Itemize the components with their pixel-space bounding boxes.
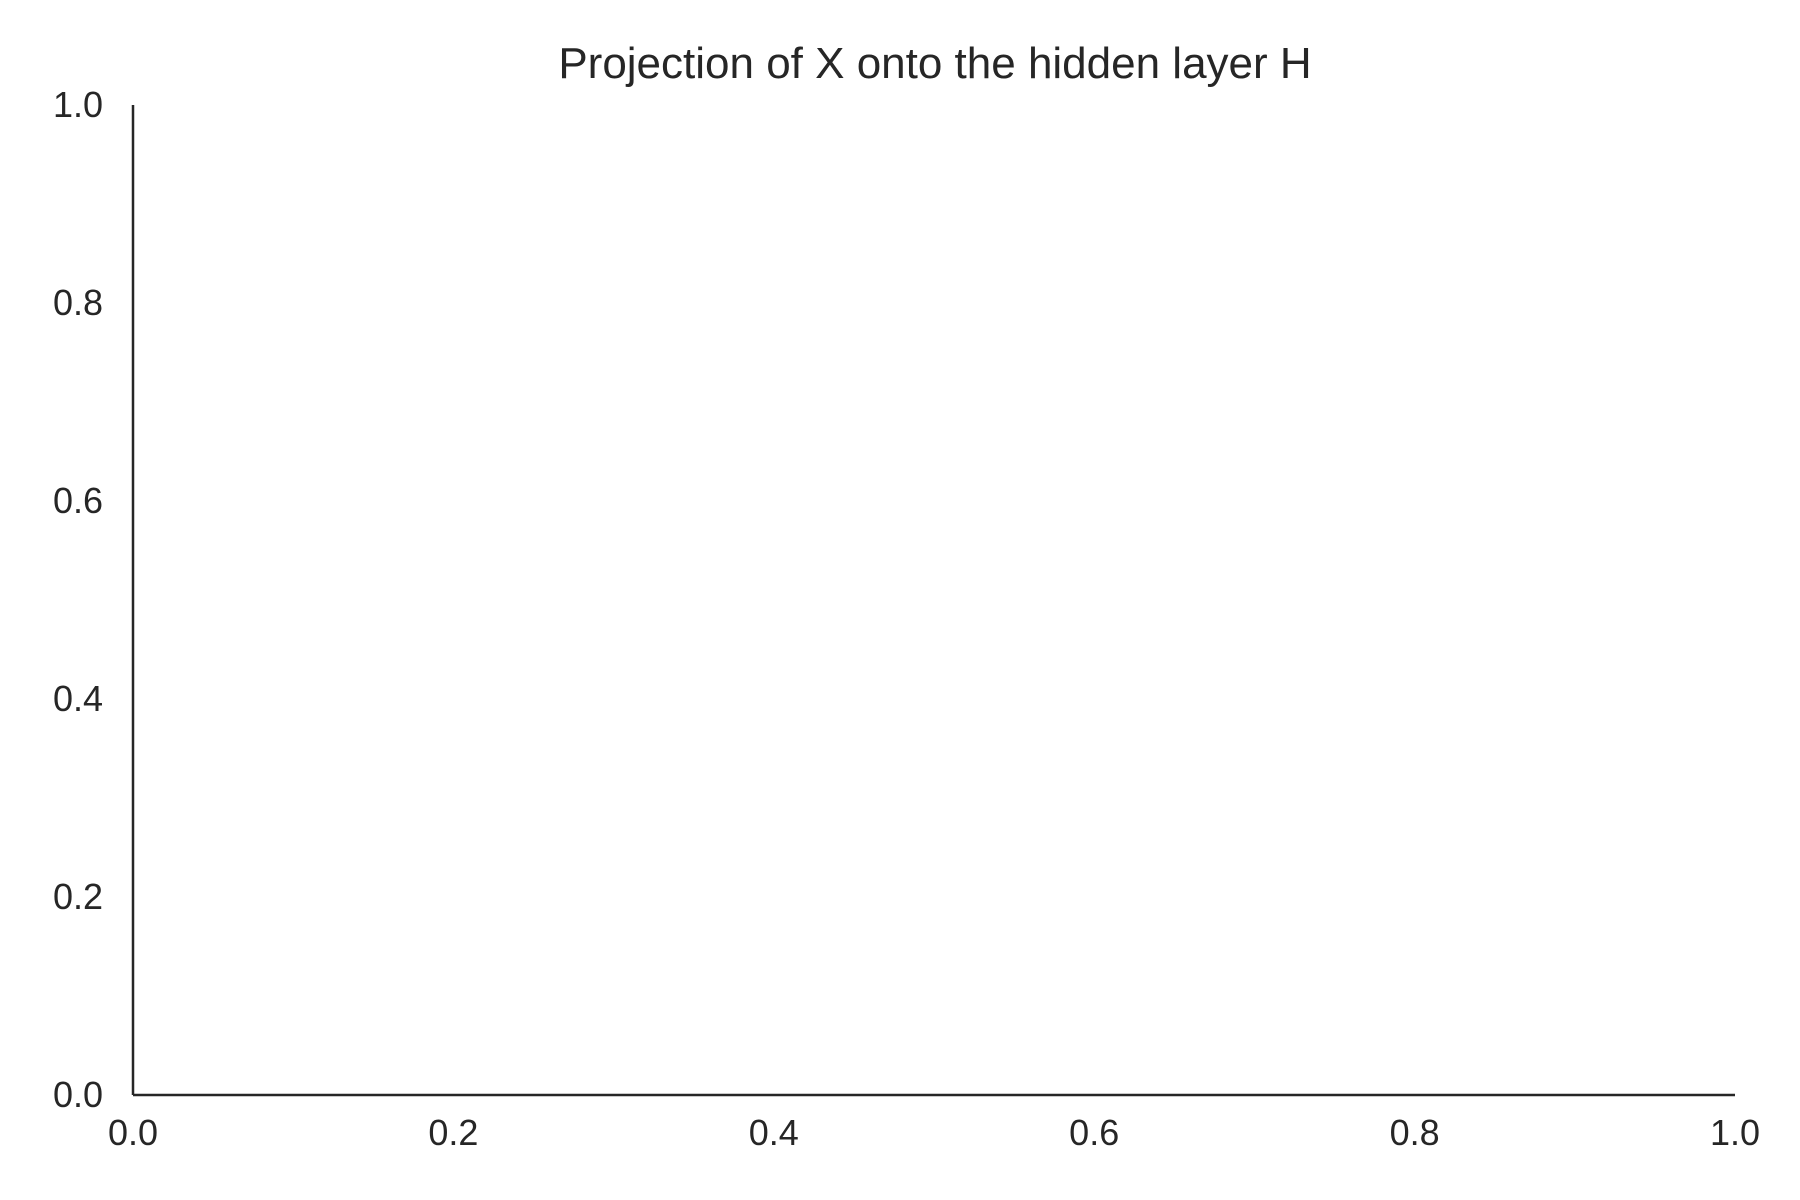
chart-title: Projection of X onto the hidden layer H: [558, 39, 1311, 88]
x-tick-label: 1.0: [1710, 1112, 1760, 1153]
x-tick-label: 0.4: [749, 1112, 799, 1153]
y-tick-label: 0.6: [53, 480, 103, 521]
y-tick-labels: 0.0 0.2 0.4 0.6 0.8 1.0: [53, 84, 103, 1115]
x-tick-label: 0.0: [108, 1112, 158, 1153]
x-tick-label: 0.2: [428, 1112, 478, 1153]
x-tick-label: 0.6: [1069, 1112, 1119, 1153]
plot-area: 0.0 0.2 0.4 0.6 0.8 1.0 0.0 0.2 0.4 0.6 0.8 1.0: [53, 84, 1760, 1153]
y-tick-label: 1.0: [53, 84, 103, 125]
y-tick-label: 0.0: [53, 1074, 103, 1115]
y-tick-label: 0.8: [53, 282, 103, 323]
x-tick-label: 0.8: [1390, 1112, 1440, 1153]
y-tick-label: 0.4: [53, 678, 103, 719]
y-tick-label: 0.2: [53, 876, 103, 917]
x-tick-labels: 0.0 0.2 0.4 0.6 0.8 1.0: [108, 1112, 1760, 1153]
